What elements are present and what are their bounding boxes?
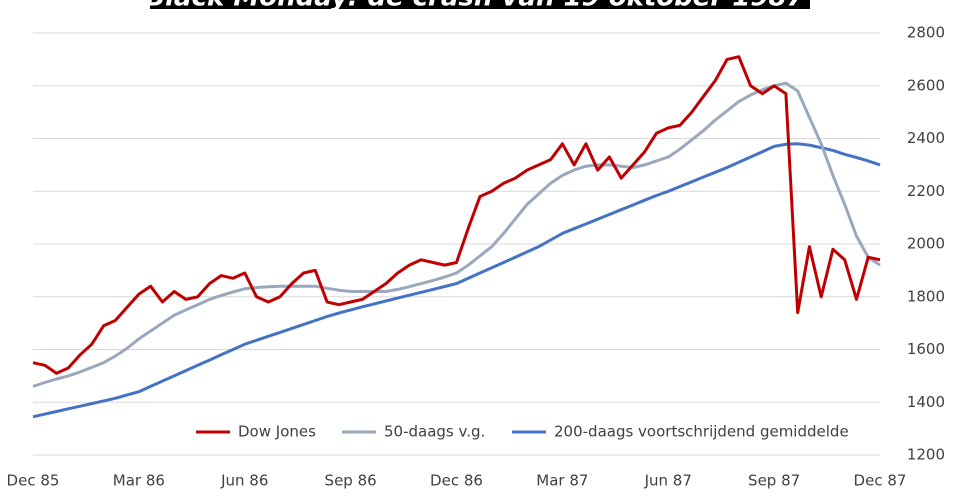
x-tick-label: Mar 86: [113, 472, 165, 490]
x-tick-label: Mar 87: [536, 472, 588, 490]
legend-label: 200-daags voortschrijdend gemiddelde: [554, 423, 849, 441]
y-tick-label: 1600: [907, 340, 945, 358]
line-series: [32, 55, 881, 375]
y-tick-label: 2400: [907, 129, 945, 147]
y-tick-label: 1400: [907, 393, 945, 411]
x-tick-label: Jun 86: [220, 472, 268, 490]
x-tick-label: Sep 87: [748, 472, 800, 490]
y-tick-label: 2000: [907, 235, 945, 253]
x-tick-label: Dec 86: [430, 472, 483, 490]
y-tick-label: 2800: [907, 24, 945, 42]
x-tick-label: Sep 86: [325, 472, 377, 490]
y-tick-label: 2600: [907, 76, 945, 94]
x-tick-label: Jun 87: [644, 472, 692, 490]
line-series: [32, 81, 881, 388]
y-tick-label: 2200: [907, 182, 945, 200]
x-tick-label: Dec 85: [7, 472, 60, 490]
title-bar: [150, 0, 810, 9]
legend-label: Dow Jones: [238, 423, 316, 441]
chart-title: Black Monday: de crash van 19 oktober 19…: [145, 0, 805, 13]
line-series: [32, 142, 881, 419]
legend-label: 50-daags v.g.: [384, 423, 485, 441]
y-tick-label: 1800: [907, 287, 945, 305]
x-tick-label: Dec 87: [854, 472, 907, 490]
y-tick-label: 1200: [907, 446, 945, 464]
